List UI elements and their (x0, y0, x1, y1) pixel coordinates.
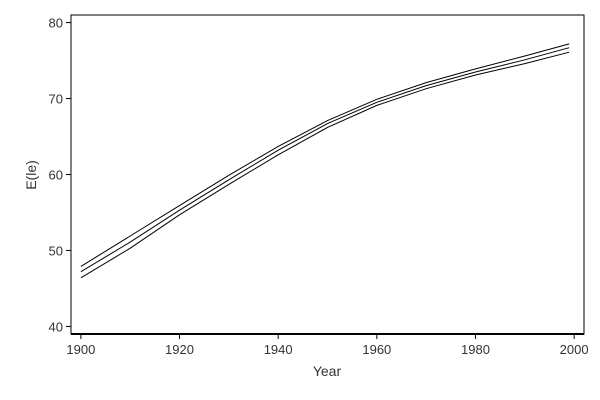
series-line-3 (80, 51, 570, 279)
ticks-layer: 1900 1920 1940 1960 1980 2000 40 50 60 70 80 (49, 16, 589, 357)
y-tick-label: 70 (49, 92, 63, 107)
series-line-2 (80, 47, 570, 273)
y-tick-label: 60 (49, 168, 63, 183)
y-tick-label: 80 (49, 16, 63, 31)
x-tick-label: 1980 (461, 342, 490, 357)
x-tick-label: 1940 (264, 342, 293, 357)
plot-border (70, 14, 585, 335)
x-tick-label: 2000 (560, 342, 589, 357)
plot-frame (70, 14, 585, 335)
x-tick-label: 1960 (362, 342, 391, 357)
x-tick-label: 1900 (66, 342, 95, 357)
x-axis-title: Year (313, 363, 342, 379)
series-line-1 (80, 43, 570, 267)
y-tick-label: 40 (49, 319, 63, 334)
y-tick-label: 50 (49, 243, 63, 258)
series-layer (80, 43, 570, 279)
x-tick-label: 1920 (165, 342, 194, 357)
y-axis-title: E(le) (23, 160, 39, 190)
